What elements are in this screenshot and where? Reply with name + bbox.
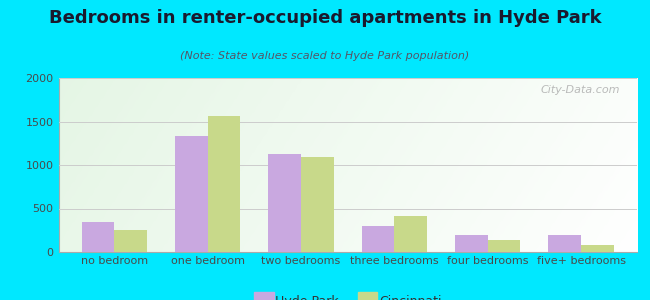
Bar bbox=[395, 216, 427, 252]
Bar bbox=[581, 245, 614, 252]
Bar bbox=[208, 116, 240, 252]
Bar bbox=[549, 235, 581, 252]
Bar bbox=[268, 154, 301, 252]
Bar bbox=[301, 157, 333, 252]
Text: (Note: State values scaled to Hyde Park population): (Note: State values scaled to Hyde Park … bbox=[181, 51, 469, 61]
Bar bbox=[488, 240, 521, 252]
Bar bbox=[82, 221, 114, 252]
Bar bbox=[114, 230, 147, 252]
Bar bbox=[455, 235, 488, 252]
Text: City-Data.com: City-Data.com bbox=[540, 85, 619, 95]
Legend: Hyde Park, Cincinnati: Hyde Park, Cincinnati bbox=[249, 290, 447, 300]
Bar bbox=[362, 226, 395, 252]
Bar bbox=[175, 136, 208, 252]
Text: Bedrooms in renter-occupied apartments in Hyde Park: Bedrooms in renter-occupied apartments i… bbox=[49, 9, 601, 27]
